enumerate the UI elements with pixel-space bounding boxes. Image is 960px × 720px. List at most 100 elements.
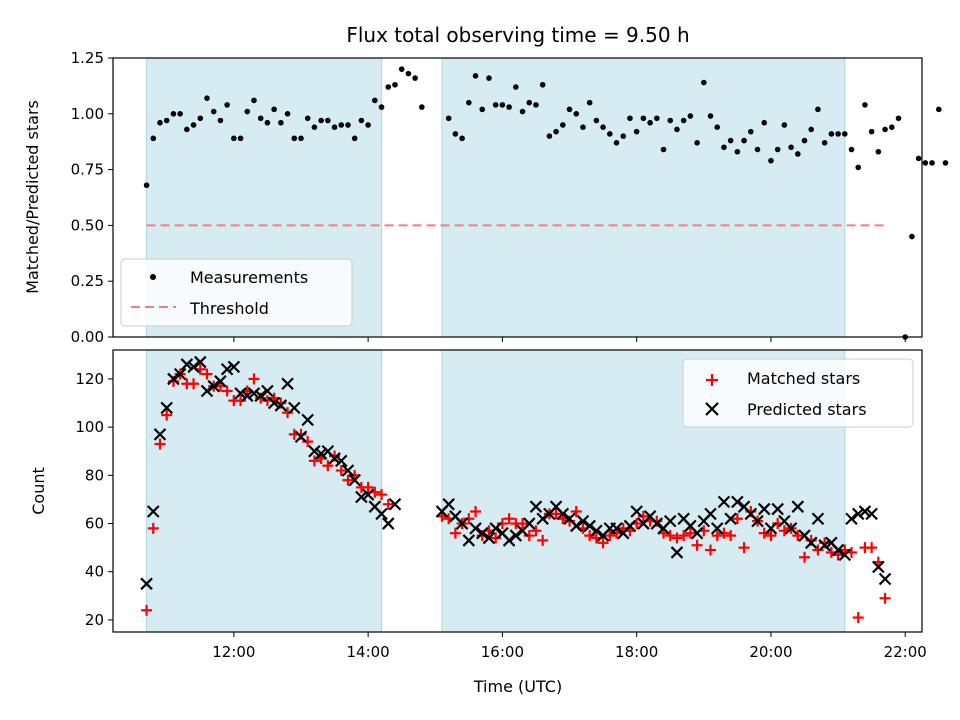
measurement-point bbox=[841, 131, 848, 137]
measurement-point bbox=[405, 70, 412, 77]
measurement-point bbox=[412, 75, 418, 81]
predicted-star-point bbox=[194, 355, 207, 369]
measurement-point bbox=[506, 104, 512, 110]
measurement-point bbox=[768, 157, 774, 164]
measurement-point bbox=[210, 108, 217, 115]
predicted-star-point bbox=[590, 524, 603, 538]
measurement-point bbox=[600, 124, 606, 130]
measurement-point bbox=[197, 115, 204, 122]
measurement-point bbox=[794, 151, 801, 157]
predicted-star-point bbox=[462, 534, 476, 547]
measurements-series bbox=[143, 66, 949, 340]
measurement-point bbox=[788, 144, 794, 151]
measurement-point bbox=[680, 117, 687, 124]
legend-measurements-marker bbox=[150, 274, 156, 280]
measurement-point bbox=[580, 124, 586, 130]
measurement-point bbox=[519, 108, 526, 115]
measurement-point bbox=[190, 122, 197, 128]
measurement-point bbox=[560, 122, 566, 128]
predicted-star-point bbox=[247, 387, 261, 400]
measurement-point bbox=[875, 148, 882, 155]
top-x-tick-marks bbox=[233, 337, 906, 342]
predicted-star-point bbox=[147, 505, 160, 518]
measurement-point bbox=[546, 133, 553, 139]
matched-star-point bbox=[490, 532, 502, 544]
measurement-point bbox=[358, 117, 365, 124]
measurement-point bbox=[707, 113, 714, 119]
measurement-point bbox=[170, 111, 177, 117]
y-tick-label: 0.00 bbox=[71, 328, 104, 346]
measurement-point bbox=[539, 81, 546, 88]
y-tick-label: 100 bbox=[75, 418, 104, 436]
predicted-star-point bbox=[314, 447, 328, 460]
measurement-point bbox=[721, 144, 727, 151]
predicted-star-point bbox=[294, 430, 308, 444]
measurement-point bbox=[204, 95, 210, 101]
matched-star-point bbox=[282, 407, 294, 419]
matched-star-point bbox=[302, 436, 314, 448]
predicted-star-point bbox=[811, 512, 825, 525]
predicted-star-point bbox=[731, 495, 744, 509]
predicted-star-point bbox=[140, 577, 153, 591]
predicted-star-point bbox=[475, 526, 489, 540]
measurement-point bbox=[828, 131, 835, 137]
top-axes-frame bbox=[112, 57, 923, 338]
measurement-point bbox=[318, 117, 324, 124]
x-tick-label: 18:00 bbox=[615, 643, 658, 661]
predicted-star-point bbox=[173, 367, 187, 381]
y-tick-label: 0.75 bbox=[71, 161, 104, 179]
measurement-point bbox=[674, 126, 680, 133]
y-tick-label: 60 bbox=[85, 515, 104, 533]
predicted-star-point bbox=[167, 372, 180, 386]
top-y-ticks: 0.00 0.25 0.50 0.75 1.00 1.25 bbox=[71, 49, 113, 346]
bottom-legend: Matched stars Predicted stars bbox=[682, 358, 914, 428]
predicted-star-point bbox=[865, 507, 878, 521]
top-panel: 0.00 0.25 0.50 0.75 1.00 1.25 Matched/Predict… bbox=[23, 49, 949, 346]
predicted-star-point bbox=[301, 413, 314, 427]
top-legend: Measurements Threshold bbox=[120, 258, 353, 327]
predicted-star-point bbox=[804, 536, 818, 550]
measurement-point bbox=[331, 124, 338, 130]
x-tick-label: 20:00 bbox=[749, 643, 792, 661]
x-tick-label: 12:00 bbox=[212, 643, 255, 661]
measurement-point bbox=[694, 140, 700, 146]
legend-predicted-marker bbox=[705, 402, 719, 416]
measurement-point bbox=[801, 137, 808, 144]
predicted-star-point bbox=[469, 522, 482, 535]
predicted-star-point bbox=[751, 514, 764, 528]
y-tick-label: 80 bbox=[85, 466, 104, 484]
measurement-point bbox=[627, 115, 633, 122]
measurement-point bbox=[821, 140, 828, 146]
matched-star-point bbox=[705, 544, 717, 556]
matched-star-point bbox=[718, 527, 730, 539]
predicted-star-point bbox=[509, 529, 523, 542]
predicted-star-point bbox=[160, 401, 173, 415]
predicted-star-point bbox=[536, 512, 549, 525]
predicted-star-point bbox=[227, 360, 241, 374]
predicted-star-point bbox=[254, 389, 267, 403]
measurement-point bbox=[781, 122, 788, 128]
measurement-point bbox=[298, 135, 304, 142]
measurement-point bbox=[727, 137, 734, 144]
predicted-star-point bbox=[381, 517, 395, 530]
predicted-star-point bbox=[502, 534, 516, 547]
measurement-point bbox=[271, 106, 277, 113]
predicted-star-point bbox=[757, 502, 771, 516]
y-tick-label: 0.50 bbox=[71, 216, 104, 234]
predicted-star-point bbox=[240, 389, 254, 403]
matched-star-point bbox=[637, 510, 649, 522]
legend-measurements-label: Measurements bbox=[190, 268, 308, 287]
measurement-point bbox=[593, 117, 600, 124]
predicted-star-point bbox=[489, 522, 502, 535]
predicted-star-point bbox=[200, 384, 214, 398]
matched-star-point bbox=[141, 604, 153, 616]
predicted-star-point bbox=[784, 522, 798, 535]
measurement-point bbox=[815, 106, 821, 113]
predicted-star-point bbox=[348, 473, 361, 487]
predicted-star-point bbox=[442, 497, 455, 511]
measurement-point bbox=[251, 97, 257, 104]
measurement-point bbox=[533, 102, 539, 108]
matched-star-point bbox=[376, 489, 388, 501]
measurement-point bbox=[372, 97, 378, 104]
measurement-point bbox=[163, 117, 170, 124]
